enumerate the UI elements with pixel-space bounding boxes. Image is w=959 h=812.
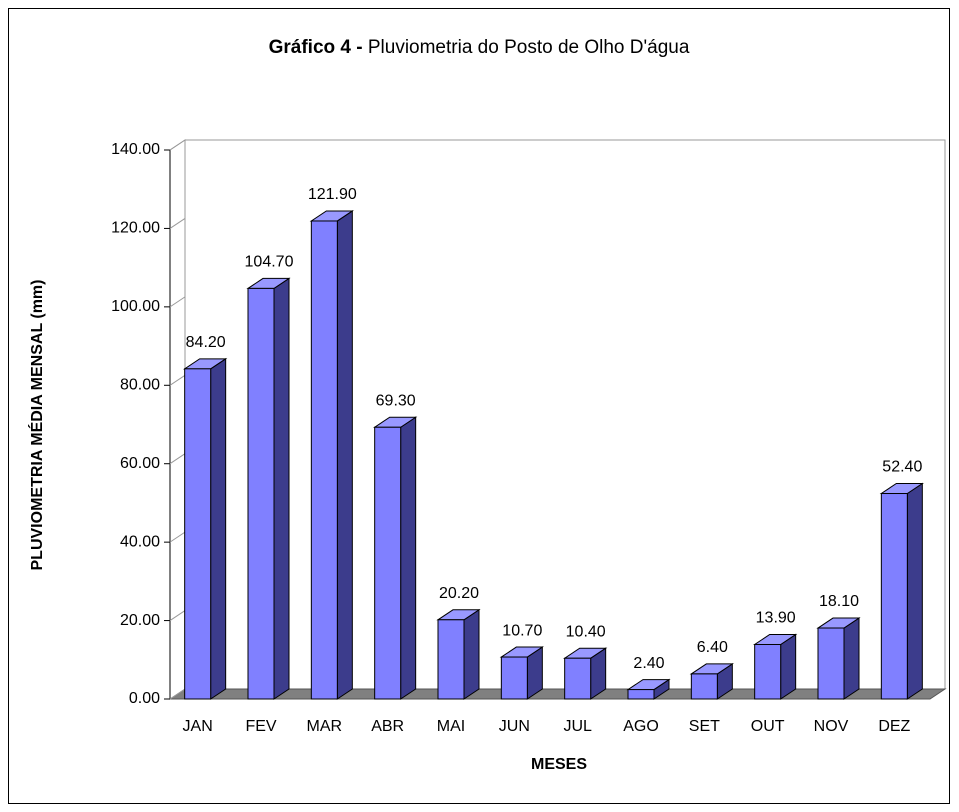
bar-side (780, 633, 797, 700)
y-tick-label: 140.00 (111, 141, 160, 158)
y-tick-label: 60.00 (120, 455, 160, 472)
bar (310, 220, 338, 700)
x-tick-label: ABR (371, 718, 404, 735)
x-tick-label: AGO (623, 718, 659, 735)
y-tick-diag (169, 453, 186, 465)
bar-side (273, 277, 290, 700)
y-tick-label: 40.00 (120, 533, 160, 550)
y-tick-diag (169, 218, 186, 229)
bar-side (463, 608, 480, 700)
y-tick-diag (169, 688, 186, 700)
x-tick-label: JUL (563, 718, 592, 735)
title-text: Pluviometria do Posto de Olho D'água (368, 37, 690, 58)
x-tick-label: JUN (499, 718, 530, 735)
bar (564, 657, 592, 700)
title-bold: Gráfico 4 - (269, 37, 363, 58)
y-tick-label: 120.00 (111, 220, 160, 237)
y-tick-label: 80.00 (120, 377, 160, 394)
value-label: 104.70 (245, 254, 294, 271)
y-tick-label: 0.00 (129, 690, 160, 707)
bar (817, 627, 845, 700)
bar-side (210, 357, 227, 700)
bar (754, 643, 782, 700)
y-tick-diag (169, 139, 186, 151)
value-label: 2.40 (633, 655, 664, 672)
bar (690, 673, 718, 700)
y-tick-diag (169, 374, 186, 386)
bar (627, 689, 655, 700)
value-label: 69.30 (376, 392, 416, 409)
x-axis-title: MESES (531, 756, 587, 773)
bar (374, 426, 402, 700)
y-tick-label: 100.00 (111, 298, 160, 315)
bar (500, 656, 528, 700)
value-label: 10.70 (502, 622, 542, 639)
value-label: 13.90 (756, 610, 796, 627)
bar-side (336, 210, 353, 700)
y-tick-diag (169, 296, 186, 308)
chart-title: Gráfico 4 - Pluviometria do Posto de Olh… (269, 37, 690, 58)
bar-side (400, 416, 417, 700)
y-axis-title: PLUVIOMETRIA MÉDIA MENSAL (mm) (27, 280, 46, 571)
x-tick-label: OUT (751, 718, 785, 735)
value-label: 10.40 (566, 623, 606, 640)
x-tick-label: MAR (307, 718, 343, 735)
bar-side (843, 617, 860, 700)
value-label: 20.20 (439, 585, 479, 602)
value-label: 6.40 (697, 639, 728, 656)
value-label: 84.20 (186, 334, 226, 351)
bar (880, 493, 908, 700)
bar (437, 619, 465, 700)
bar (247, 287, 275, 700)
bar (184, 368, 212, 700)
value-label: 18.10 (819, 593, 859, 610)
x-tick-label: NOV (814, 718, 849, 735)
x-tick-label: FEV (245, 718, 276, 735)
x-tick-label: DEZ (878, 718, 910, 735)
bar-side (906, 482, 923, 700)
x-tick-label: JAN (183, 718, 213, 735)
value-label: 121.90 (308, 186, 357, 203)
y-tick-label: 20.00 (120, 612, 160, 629)
value-label: 52.40 (882, 459, 922, 476)
x-tick-label: SET (689, 718, 720, 735)
y-tick-diag (169, 531, 186, 543)
y-tick-diag (169, 610, 186, 621)
x-tick-label: MAI (437, 718, 465, 735)
